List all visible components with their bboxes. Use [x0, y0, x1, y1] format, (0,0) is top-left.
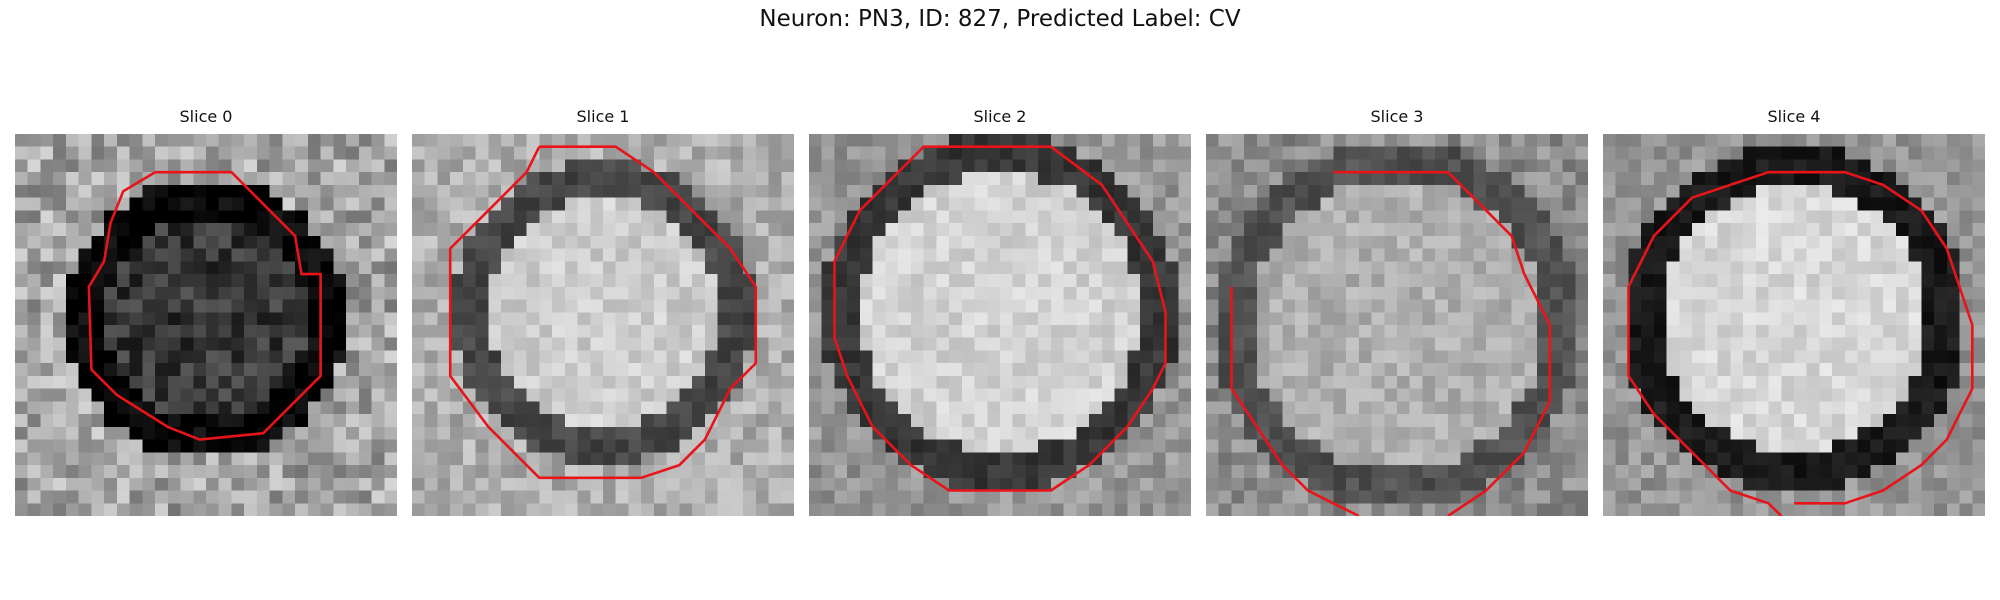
- contour-line-0: [87, 170, 322, 441]
- contour-line-4: [1729, 170, 1974, 505]
- slice-pixels-1: [412, 134, 794, 516]
- contour-line-3: [1333, 170, 1552, 516]
- slice-title-0: Slice 0: [179, 107, 233, 126]
- slice-title-3: Slice 3: [1370, 107, 1424, 126]
- contour-line-2: [833, 145, 1167, 492]
- slice-panel-2: Slice 2: [809, 107, 1191, 522]
- slice-panel-0: Slice 0: [15, 107, 397, 522]
- slice-pixels-4: [1603, 134, 1985, 516]
- slice-panel-1: Slice 1: [412, 107, 794, 522]
- slice-pixels-2: [809, 134, 1191, 516]
- slice-title-2: Slice 2: [973, 107, 1027, 126]
- slice-pixels-0: [15, 134, 397, 516]
- slice-image-2: [809, 134, 1191, 516]
- slice-title-4: Slice 4: [1767, 107, 1821, 126]
- slice-image-1: [412, 134, 794, 516]
- slice-image-3: [1206, 134, 1588, 516]
- slice-title-1: Slice 1: [576, 107, 630, 126]
- slice-image-4: [1603, 134, 1985, 516]
- slice-panel-4: Slice 4: [1603, 107, 1985, 522]
- contour-line-3-b: [1230, 286, 1360, 516]
- slice-pixels-3: [1206, 134, 1588, 516]
- slice-image-0: [15, 134, 397, 516]
- contour-line-4-b: [1627, 183, 1783, 516]
- slice-panel-3: Slice 3: [1206, 107, 1588, 522]
- figure-title: Neuron: PN3, ID: 827, Predicted Label: C…: [759, 6, 1241, 32]
- contour-line-1: [448, 145, 758, 480]
